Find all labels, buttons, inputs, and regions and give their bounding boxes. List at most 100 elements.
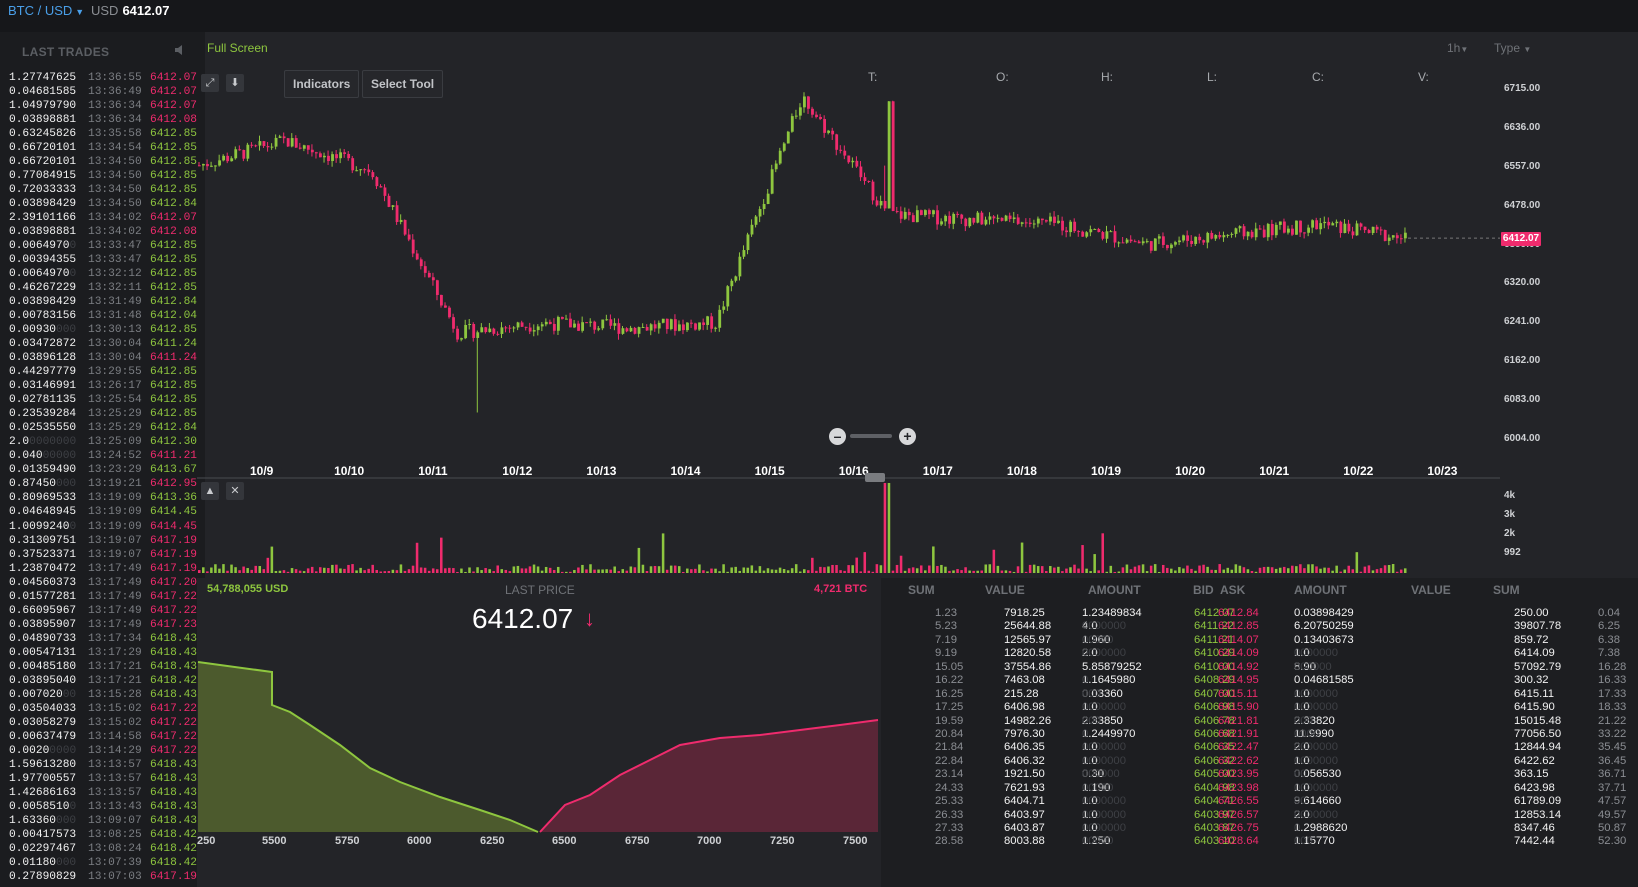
trade-time: 13:19:09 [88,492,142,505]
trade-amount: 2.00000000 [9,436,77,449]
download-icon[interactable]: ⬇ [226,74,244,92]
candle-body [363,169,367,171]
candle-body [907,211,911,216]
ask-depth-area [540,720,878,832]
order-book-row[interactable]: 15.05 37554.86 5.85879252 6410.00 6414.92 8.9… [935,660,1627,673]
volume-bar [1226,567,1230,573]
trade-time: 13:36:49 [88,86,142,99]
pane-resize-handle[interactable] [865,473,885,482]
candle-body [1028,222,1032,224]
order-book-row[interactable]: 21.84 6406.35 1.0 0000000 6406.35 6422.47 2.0 0… [935,741,1627,754]
trade-row: 0.00394355 13:33:47 6412.85 [0,253,205,267]
volume-bar [746,567,750,573]
candle-body [1170,244,1173,249]
volume-bar [1049,566,1052,573]
volume-bar [875,564,879,573]
order-book-row[interactable]: 23.14 1921.50 0.30 000000 6405.00 6423.95 0.05… [935,768,1627,781]
candle-body [1387,237,1391,241]
volume-bar [1093,554,1096,573]
candle-body [286,138,290,147]
trade-price: 6417.22 [150,744,197,757]
candle-body [508,327,512,329]
volume-bar [992,549,996,573]
candle-body [702,322,705,325]
volume-bar [464,571,467,573]
trade-row: 0.77084915 13:34:50 6412.85 [0,169,205,183]
x-tick-label: 10/19 [1091,464,1122,478]
order-book-row[interactable]: 28.58 8003.88 1.250 00000 6403.10 6428.64 1.15… [935,835,1627,848]
pair-selector[interactable]: BTC / USD ▼ [8,3,84,18]
full-screen-link[interactable]: Full Screen [207,41,268,55]
order-book-row[interactable]: 1.23 7918.25 1.23489834 6412.07 6412.84 0.038… [935,607,1620,619]
close-icon[interactable]: ✕ [226,482,244,500]
volume-bar [807,570,810,573]
candle-body [1278,221,1282,225]
order-book-row[interactable]: 9.19 12820.58 2.0 0000000 6410.29 6414.09 1.0 0… [935,647,1620,660]
speaker-icon[interactable] [173,43,187,57]
chart-type-selector[interactable]: Type ▼ [1494,41,1531,55]
candle-body [649,324,653,331]
zoom-in-button[interactable]: + [899,428,916,445]
order-book-row[interactable]: 26.33 6403.97 1.0 0000000 6403.97 6426.57 2.0 0… [935,808,1627,821]
candle-body [831,130,835,135]
order-book-row[interactable]: 5.23 25644.88 4.0 0000000 6411.22 6412.85 6.20… [935,620,1620,633]
order-book-row[interactable]: 20.84 7976.30 1.2449970 0 6406.68 6421.91 11.9… [935,727,1627,740]
candle-body [1141,241,1145,244]
select-tool-button[interactable]: Select Tool [362,70,444,98]
candle-body [774,163,778,170]
order-book-row[interactable]: 24.33 7621.93 1.190 00000 6404.98 6423.98 1.0 0… [935,781,1627,794]
volume-bar [589,564,592,573]
candle-body [1355,223,1359,236]
arrow-up-icon[interactable]: ▲ [201,482,219,500]
indicators-button[interactable]: Indicators [284,70,360,98]
volume-bar [246,568,249,573]
expand-icon[interactable]: ⤢ [201,74,219,92]
volume-bar [1311,564,1314,573]
volume-bar [968,570,971,573]
order-book-row[interactable]: 16.25 215.28 0.03360 000 6407.00 6415.11 1.0 00… [935,687,1627,700]
volume-bar [415,542,419,573]
candle-body [1250,231,1254,238]
volume-bar [496,565,499,573]
candle-body [1085,232,1089,237]
candle-body [952,213,956,224]
volume-bar [1395,571,1399,573]
trade-time: 13:33:47 [88,240,142,253]
order-book-row[interactable]: 16.22 7463.08 1.1645980 0 6408.29 6414.95 0.04… [935,674,1627,687]
candle-body [738,256,742,277]
volume-bar [548,567,552,573]
x-tick-label: 10/16 [838,464,869,478]
order-book-row[interactable]: 17.25 6406.98 1.0 0000000 6406.98 6415.90 1.0 0… [935,701,1627,714]
order-book-row[interactable]: 25.33 6404.71 1.0 0000000 6404.71 6426.55 9.61… [935,795,1627,808]
trade-amount: 0.03898881 [9,226,77,239]
trade-row: 0.02297467 13:08:24 6418.42 [0,842,205,856]
zoom-slider[interactable] [850,434,892,438]
order-book-row[interactable]: 22.84 6406.32 1.0 0000000 6406.32 6422.62 1.0 0… [935,754,1627,767]
candle-body [1166,244,1169,249]
bid-total: 54,788,055 USD [207,583,289,595]
ask-total: 4,721 BTC [814,583,868,595]
volume-bar [488,569,491,573]
order-book-row[interactable]: 19.59 14982.26 2.33850 000 6406.78 6421.81 2.3… [935,714,1627,727]
order-book-row[interactable]: 7.19 12565.97 1.960 00000 6411.21 6414.07 0.13… [935,633,1620,646]
volume-bar [907,568,911,573]
candle-body [565,318,568,320]
candle-body [899,211,903,219]
order-book-row[interactable]: 27.33 6403.87 1.0 0000000 6403.87 6426.75 1.29… [935,822,1627,834]
candle-body [722,306,726,310]
price-chart[interactable] [205,32,1638,578]
candle-body [1129,239,1133,242]
candle-body [891,101,895,212]
volume-bar [1000,570,1004,573]
volume-bar [1117,571,1121,573]
zoom-out-button[interactable]: – [829,428,846,445]
trade-amount: 0.23539284 [9,408,77,421]
timeframe-selector[interactable]: 1h▼ [1447,41,1468,55]
volume-bar [988,564,992,573]
candle-body [694,323,697,330]
volume-bar [335,564,338,573]
candle-body [855,160,859,167]
volume-bar [339,568,342,573]
candle-body [690,322,693,324]
trade-row: 0.03898881 13:34:02 6412.08 [0,225,205,239]
